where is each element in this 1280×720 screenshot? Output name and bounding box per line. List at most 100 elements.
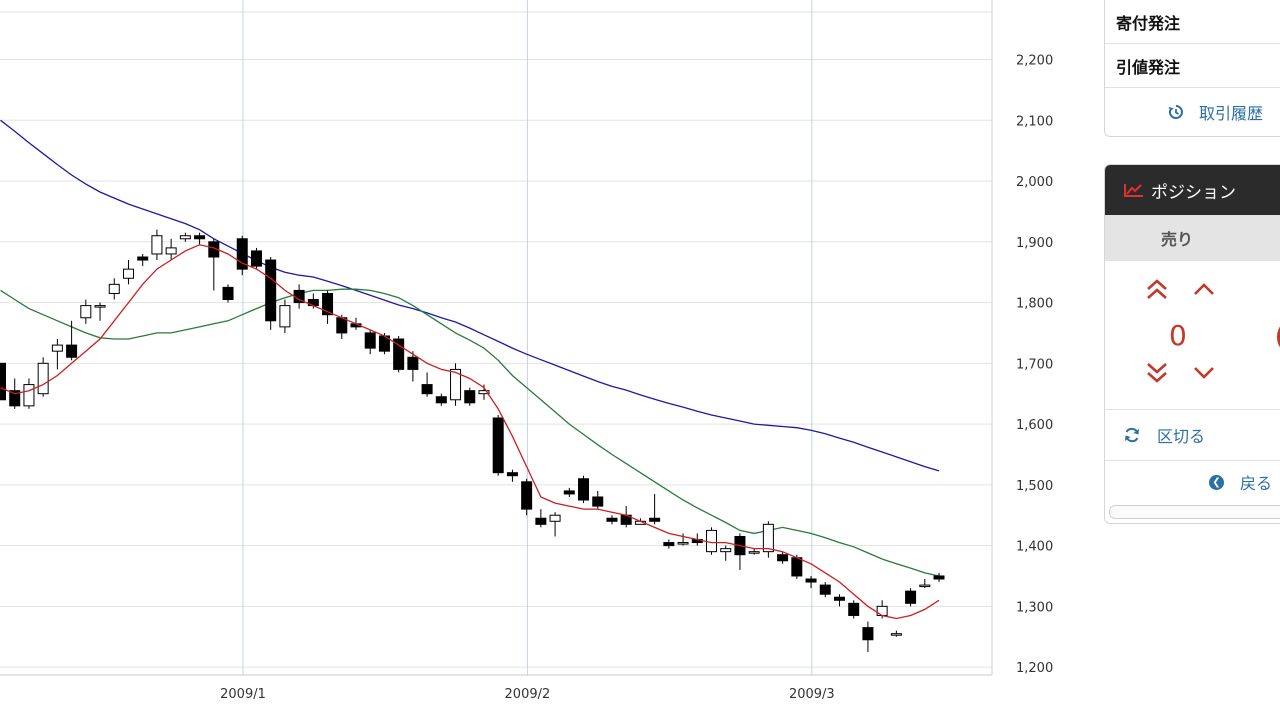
candle-body xyxy=(122,268,134,279)
candle-body xyxy=(51,344,63,352)
candle-body xyxy=(578,478,590,501)
chevron-down-icon[interactable] xyxy=(1193,365,1215,381)
order-item-yoritsuki[interactable]: 寄付発注 xyxy=(1105,0,1280,44)
y-tick-label: 2,100 xyxy=(1016,114,1053,129)
position-header: ポジション xyxy=(1105,165,1280,215)
candle-body xyxy=(592,496,604,507)
candle-body xyxy=(37,362,49,395)
candle-body xyxy=(0,362,6,401)
candle-body xyxy=(151,235,163,255)
candle-body xyxy=(791,557,803,577)
double-chevron-down-icon[interactable] xyxy=(1145,361,1169,383)
position-tab-sell[interactable]: 売り xyxy=(1105,215,1280,261)
position-tab-label: 売り xyxy=(1161,230,1194,249)
x-tick-label: 2009/1 xyxy=(220,687,266,702)
candle-body xyxy=(393,338,405,370)
candle-body xyxy=(890,633,902,636)
ma-mid-line xyxy=(0,288,940,577)
candle-body xyxy=(336,317,348,334)
candle-body xyxy=(720,548,732,553)
candle-body xyxy=(435,396,447,404)
trade-history-button[interactable]: 取引履歴 xyxy=(1105,88,1280,136)
candle-body xyxy=(862,627,874,641)
candle-body xyxy=(421,384,433,395)
candle-body xyxy=(805,578,817,583)
candle-body xyxy=(706,529,717,553)
candle-body xyxy=(222,286,234,301)
candle-body xyxy=(94,305,106,308)
y-tick-label: 1,300 xyxy=(1016,600,1053,615)
candle-body xyxy=(478,390,490,395)
candle-body xyxy=(663,542,675,547)
y-tick-label: 1,500 xyxy=(1016,479,1053,494)
position-panel: ポジション 売り 0 区切る ❮ 戻る xyxy=(1104,164,1280,524)
candle-body xyxy=(179,235,191,240)
candle-body xyxy=(933,575,945,580)
horizontal-scrollbar[interactable] xyxy=(1109,505,1280,519)
candle-body xyxy=(563,490,575,495)
candle-body xyxy=(506,472,518,477)
kugiru-label: 区切る xyxy=(1157,427,1206,446)
candle-body xyxy=(279,305,291,328)
candle-body xyxy=(407,356,419,370)
candle-body xyxy=(748,551,760,554)
price-chart[interactable]: 1,200 1,300 1,400 1,500 1,600 1,700 1,800 1,900… xyxy=(0,0,1100,720)
y-tick-label: 1,400 xyxy=(1016,540,1053,555)
candle-body xyxy=(833,596,845,601)
candle-body xyxy=(450,368,462,401)
double-chevron-up-icon[interactable] xyxy=(1145,279,1169,301)
refresh-icon xyxy=(1125,427,1139,443)
trade-history-label: 取引履歴 xyxy=(1199,104,1264,123)
trend-up-icon xyxy=(1124,184,1143,197)
candle-body xyxy=(236,238,248,270)
candle-body xyxy=(919,584,931,588)
candle-body xyxy=(677,542,689,545)
order-item-label: 寄付発注 xyxy=(1116,13,1181,33)
kugiru-button[interactable]: 区切る xyxy=(1105,410,1280,461)
y-tick-label: 1,700 xyxy=(1016,357,1053,372)
candle-body xyxy=(492,417,504,474)
candle-body xyxy=(848,602,860,616)
candle-body xyxy=(606,517,618,522)
candle-body xyxy=(549,514,561,522)
candle-body xyxy=(265,259,277,322)
candlestick-chart-svg: 1,200 1,300 1,400 1,500 1,600 1,700 1,800 1,900… xyxy=(0,0,1053,702)
candle-body xyxy=(322,292,334,316)
candle-body xyxy=(762,523,774,553)
ma-short-line xyxy=(0,244,940,620)
candle-body xyxy=(905,590,917,604)
candle-body xyxy=(250,250,262,267)
quantity-stepper: 0 xyxy=(1105,261,1280,410)
candle-body xyxy=(819,584,831,595)
candle-body xyxy=(521,481,533,510)
order-panel: 寄付発注 引値発注 取引履歴 xyxy=(1104,0,1280,137)
candle-body xyxy=(137,256,149,261)
y-tick-label: 1,200 xyxy=(1016,661,1053,676)
y-tick-label: 2,200 xyxy=(1016,54,1053,69)
y-tick-label: 1,900 xyxy=(1016,236,1053,251)
candle-body xyxy=(464,390,476,404)
back-button[interactable]: ❮ 戻る xyxy=(1105,461,1280,503)
candle-body xyxy=(23,384,35,407)
candle-body xyxy=(649,517,661,522)
order-item-hikene[interactable]: 引値発注 xyxy=(1105,44,1280,88)
chevron-up-icon[interactable] xyxy=(1193,281,1215,297)
history-icon xyxy=(1168,105,1183,119)
candle-body xyxy=(364,332,376,349)
y-tick-label: 2,000 xyxy=(1016,175,1053,190)
candle-body xyxy=(108,283,120,294)
position-title: ポジション xyxy=(1151,182,1236,203)
candle-body xyxy=(876,605,888,616)
y-tick-label: 1,600 xyxy=(1016,418,1053,433)
ma-long-line xyxy=(0,119,940,472)
quantity-value: 0 xyxy=(1169,319,1187,352)
chevron-left-circle-icon: ❮ xyxy=(1209,474,1224,490)
x-tick-label: 2009/3 xyxy=(789,687,835,702)
candle-body xyxy=(9,390,21,407)
order-item-label: 引値発注 xyxy=(1116,57,1181,77)
back-label: 戻る xyxy=(1240,474,1273,493)
candle-body xyxy=(165,247,177,255)
candle-body xyxy=(535,517,547,525)
x-tick-label: 2009/2 xyxy=(505,687,551,702)
y-tick-label: 1,800 xyxy=(1016,297,1053,312)
